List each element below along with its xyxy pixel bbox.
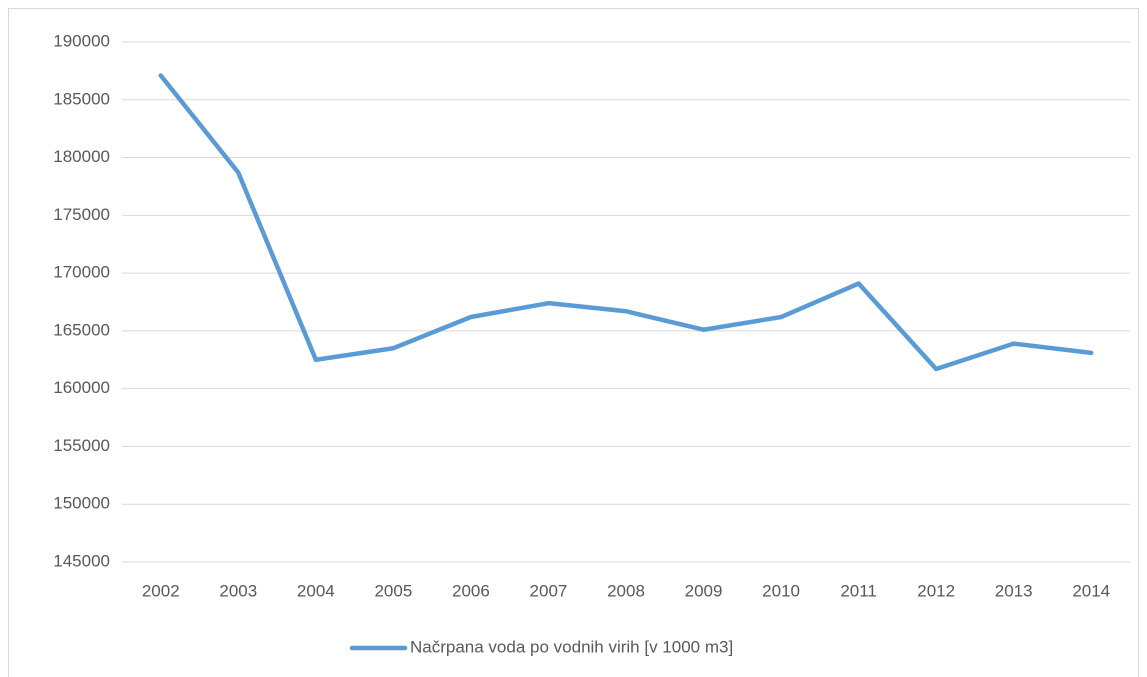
y-tick-label: 150000 — [53, 494, 110, 513]
x-tick-label: 2009 — [685, 581, 723, 600]
x-tick-label: 2013 — [995, 581, 1033, 600]
x-tick-label: 2012 — [917, 581, 955, 600]
x-tick-label: 2007 — [530, 581, 568, 600]
x-tick-label: 2011 — [840, 581, 877, 600]
y-tick-label: 155000 — [53, 436, 110, 455]
x-tick-label: 2014 — [1072, 581, 1110, 600]
x-tick-label: 2006 — [452, 581, 490, 600]
chart-border — [8, 8, 1139, 677]
y-tick-label: 175000 — [53, 205, 110, 224]
y-tick-label: 180000 — [53, 147, 110, 166]
x-tick-label: 2005 — [374, 581, 412, 600]
y-tick-label: 165000 — [53, 320, 110, 339]
x-tick-label: 2003 — [219, 581, 257, 600]
data-line — [158, 73, 1094, 372]
y-tick-label: 185000 — [53, 89, 110, 108]
x-tick-label: 2008 — [607, 581, 645, 600]
y-tick-label: 170000 — [53, 263, 110, 282]
legend-label: Načrpana voda po vodnih virih [v 1000 m3… — [410, 637, 733, 656]
x-tick-label: 2002 — [142, 581, 180, 600]
x-tick-label: 2004 — [297, 581, 335, 600]
y-tick-label: 190000 — [53, 31, 110, 50]
y-tick-label: 145000 — [53, 551, 110, 570]
x-tick-label: 2010 — [762, 581, 800, 600]
y-tick-label: 160000 — [53, 378, 110, 397]
